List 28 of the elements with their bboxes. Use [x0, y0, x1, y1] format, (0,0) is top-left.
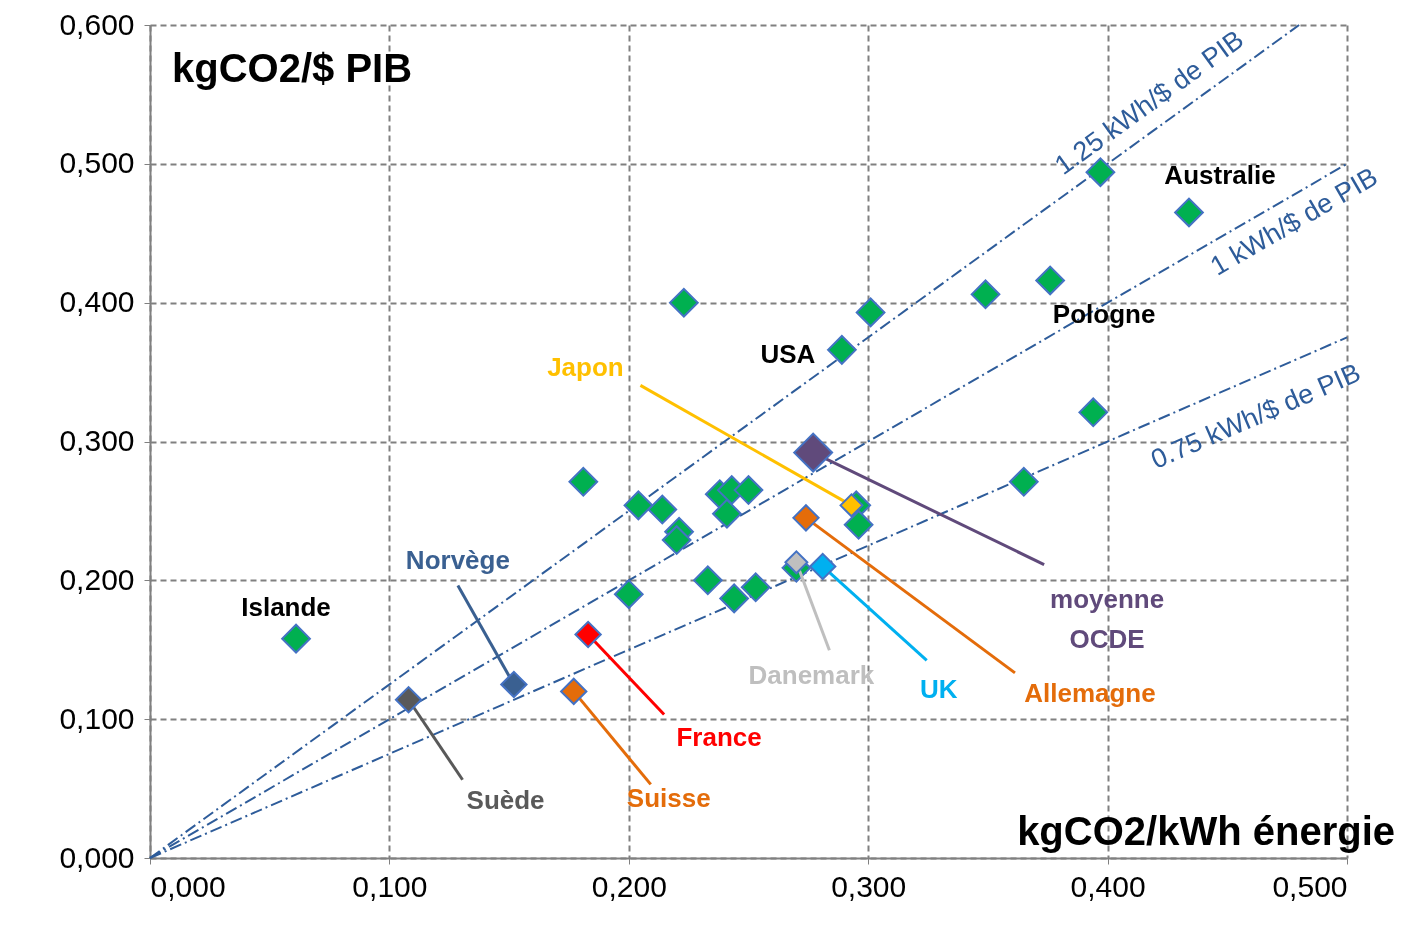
- x-tick-label: 0,200: [591, 869, 667, 903]
- x-tick-label: 0,300: [831, 869, 907, 903]
- annotation: Australie: [1164, 160, 1276, 191]
- x-axis-title: kgCO2/kWh énergie: [1017, 809, 1395, 853]
- x-tick-label: 0,400: [1070, 869, 1146, 903]
- annotation: Pologne: [1052, 299, 1156, 330]
- text: UK: [919, 674, 958, 705]
- annotation: Islande: [241, 591, 331, 622]
- x-tick-label: 0,500: [1272, 869, 1348, 903]
- text: Suisse: [626, 783, 711, 814]
- y-tick-label: 0,600: [59, 7, 135, 41]
- y-tick-label: 0,200: [59, 562, 135, 596]
- x-tick-label: 0,000: [150, 869, 226, 903]
- y-axis-title: kgCO2/$ PIB: [172, 46, 413, 90]
- text: Allemagne: [1024, 677, 1156, 708]
- text: France: [676, 722, 762, 753]
- y-tick-label: 0,500: [59, 146, 135, 180]
- y-tick-label: 0,100: [59, 701, 135, 735]
- text: Norvège: [405, 545, 510, 576]
- text: moyenne OCDE: [1050, 583, 1165, 654]
- text: Danemark: [748, 660, 875, 691]
- y-tick-label: 0,000: [59, 840, 135, 874]
- y-tick-label: 0,400: [59, 285, 135, 319]
- x-tick-label: 0,100: [352, 869, 428, 903]
- y-tick-label: 0,300: [59, 424, 135, 457]
- annotation: USA: [760, 338, 816, 369]
- text: Suède: [466, 784, 545, 815]
- text: Japon: [547, 352, 624, 383]
